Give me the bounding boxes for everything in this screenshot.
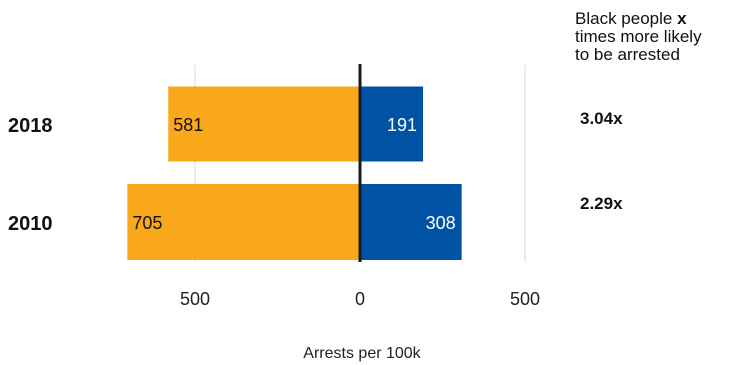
tick-label-2: 500	[510, 289, 540, 309]
value-left-2010: 705	[132, 213, 162, 233]
x-axis-title: Arrests per 100k	[303, 345, 421, 362]
ratio-label-2018: 3.04x	[580, 109, 623, 128]
note-line3: to be arrested	[575, 45, 680, 64]
bar-left-2018	[168, 86, 360, 162]
tick-label-0: 500	[180, 289, 210, 309]
category-label-2018: 2018	[8, 115, 53, 137]
ratio-label-2010: 2.29x	[580, 194, 623, 213]
value-left-2018: 581	[173, 115, 203, 135]
bar-left-2010	[127, 184, 360, 260]
note-line2: times more likely	[575, 27, 702, 46]
value-right-2010: 308	[426, 213, 456, 233]
tick-label-1: 0	[355, 289, 365, 309]
bar-right-2018	[360, 86, 424, 162]
note-line1-bold: x	[677, 9, 687, 28]
value-right-2018: 191	[387, 115, 417, 135]
category-label-2010: 2010	[8, 213, 53, 235]
bar-right-2010	[360, 184, 462, 260]
chart-note: Black people x times more likely to be a…	[575, 10, 738, 64]
note-line1: Black people	[575, 9, 678, 28]
